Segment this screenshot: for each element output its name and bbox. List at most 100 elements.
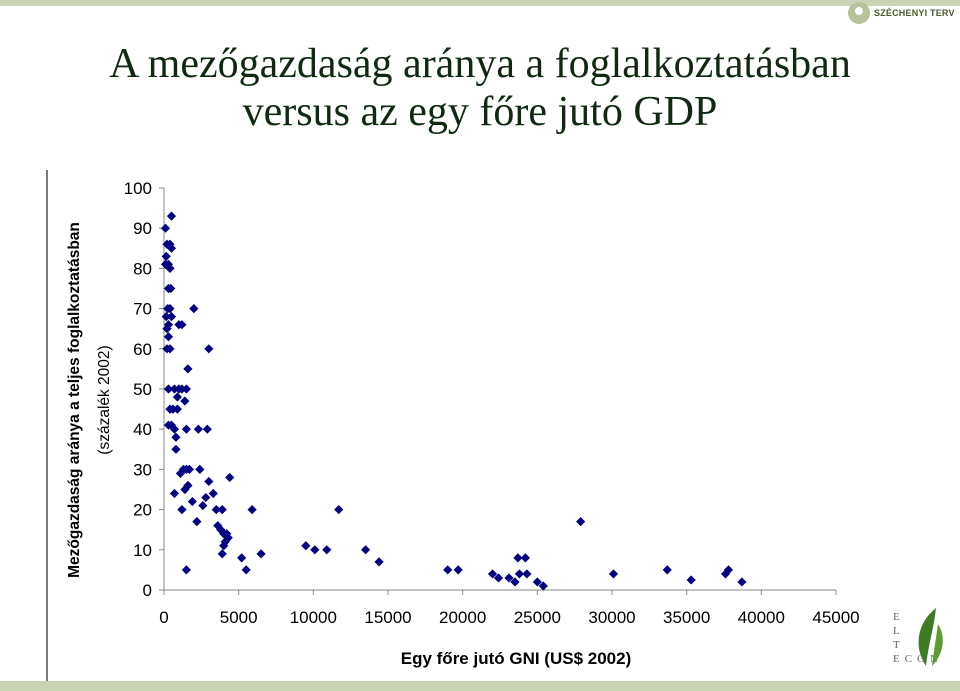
data-point: [195, 464, 205, 474]
data-point: [686, 575, 696, 585]
data-point: [169, 424, 180, 434]
data-points: [160, 211, 747, 591]
data-point: [162, 324, 172, 334]
data-point: [513, 553, 523, 563]
data-point: [165, 344, 175, 354]
data-point: [166, 283, 176, 294]
data-point: [310, 545, 320, 555]
logo-text: SZÉCHENYI TERV: [874, 8, 955, 18]
data-point: [241, 565, 251, 575]
data-point: [177, 505, 187, 515]
data-point: [201, 492, 211, 503]
data-point: [256, 549, 266, 559]
data-point: [361, 545, 371, 555]
x-tick-label: 25000: [514, 608, 561, 627]
data-point: [184, 464, 194, 474]
data-point: [161, 312, 171, 322]
data-point: [161, 251, 171, 261]
slide-title-line1: A mezőgazdaság aránya a foglalkoztatásba…: [109, 41, 851, 87]
data-point: [532, 577, 542, 587]
data-point: [171, 432, 181, 442]
data-point: [160, 223, 171, 233]
data-point: [334, 505, 344, 515]
data-point: [374, 557, 384, 567]
data-point: [522, 569, 532, 579]
data-point: [172, 392, 183, 402]
x-tick-label: 5000: [220, 608, 258, 627]
data-point: [177, 320, 187, 330]
tick-labels: 0 10 20 30 40 50 60 70 80 90 100 0 5000 10000 15000 200…: [124, 179, 860, 627]
data-point: [163, 332, 174, 342]
data-point: [510, 577, 520, 587]
x-tick-label: 15000: [364, 608, 411, 627]
data-point: [208, 488, 218, 499]
x-tick-label: 45000: [812, 608, 859, 627]
data-point: [192, 517, 202, 527]
data-point: [171, 444, 181, 454]
data-point: [219, 541, 229, 551]
szechenyi-terv-logo: SZÉCHENYI TERV: [848, 2, 955, 24]
chart-axes: [159, 187, 837, 595]
elte-letter-t: T: [893, 639, 900, 651]
data-point: [204, 344, 214, 354]
data-point: [183, 364, 193, 374]
data-point: [453, 565, 463, 575]
data-point: [225, 472, 235, 483]
y-tick-label: 30: [133, 460, 152, 479]
data-point: [193, 424, 203, 434]
y-tick-label: 60: [133, 340, 152, 359]
data-point: [169, 488, 180, 499]
data-point: [538, 581, 548, 591]
x-tick-label: 35000: [663, 608, 710, 627]
data-point: [211, 505, 221, 515]
y-axis-label-line1: Mezőgazdaság aránya a teljes foglalkozta…: [66, 222, 83, 578]
data-point: [443, 565, 453, 575]
y-tick-label: 10: [133, 541, 152, 560]
x-tick-label: 20000: [439, 608, 486, 627]
y-tick-label: 20: [133, 501, 152, 520]
data-point: [493, 573, 504, 583]
y-tick-label: 40: [133, 420, 152, 439]
data-point: [189, 304, 199, 314]
data-point: [723, 565, 734, 575]
data-point: [504, 573, 514, 583]
top-band: [0, 0, 960, 6]
y-tick-label: 80: [133, 259, 152, 278]
data-point: [198, 500, 208, 511]
logo-mark-icon: [848, 2, 870, 24]
data-point: [181, 424, 191, 434]
data-point: [163, 384, 174, 394]
x-tick-label: 10000: [290, 608, 337, 627]
data-point: [662, 565, 672, 575]
data-point: [166, 243, 177, 253]
data-point: [487, 569, 498, 579]
y-tick-label: 0: [143, 581, 152, 600]
data-point: [165, 304, 175, 314]
x-tick-label: 0: [159, 608, 168, 627]
data-point: [576, 517, 586, 527]
data-point: [217, 505, 227, 515]
data-point: [187, 496, 197, 507]
data-point: [217, 549, 227, 559]
data-point: [520, 553, 530, 563]
slide-title-line2: versus az egy főre jutó GDP: [242, 89, 718, 135]
data-point: [301, 541, 311, 551]
slide-left-rule: [46, 170, 48, 681]
elte-letter-e: E: [893, 611, 900, 623]
bottom-band: [0, 681, 960, 691]
y-axis-label: Mezőgazdaság aránya a teljes foglalkozta…: [60, 222, 120, 578]
y-axis-label-line2: (százalék 2002): [96, 345, 113, 455]
y-tick-label: 70: [133, 300, 152, 319]
x-tick-label: 30000: [588, 608, 635, 627]
slide-title: A mezőgazdaság aránya a foglalkoztatásba…: [0, 40, 960, 136]
data-point: [181, 384, 191, 394]
elte-letter-l: L: [893, 625, 900, 637]
data-point: [166, 211, 177, 221]
data-point: [204, 476, 214, 487]
x-tick-label: 40000: [738, 608, 785, 627]
x-axis-label: Egy főre jutó GNI (US$ 2002): [401, 649, 632, 668]
data-point: [172, 404, 183, 414]
data-point: [737, 577, 747, 587]
data-point: [175, 468, 186, 479]
